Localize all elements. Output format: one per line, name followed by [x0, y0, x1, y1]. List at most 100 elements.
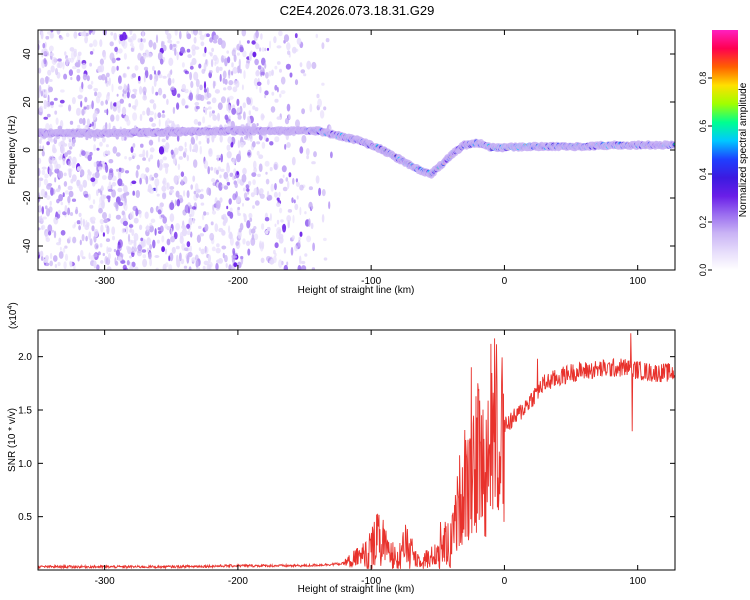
- spectrogram-noise-cell: [273, 163, 278, 170]
- spectrogram-noise-cell: [136, 164, 140, 170]
- snr-y-axis-label: SNR (10 * v/v): [7, 408, 18, 472]
- spectrogram-y-tick-label: 40: [22, 48, 33, 60]
- spectrogram-noise-cell: [56, 62, 61, 68]
- spectrogram-noise-cell: [139, 177, 142, 185]
- spectrogram-noise-cell: [59, 246, 62, 251]
- spectrogram-noise-cell: [266, 226, 271, 232]
- spectrogram-noise-cell: [53, 216, 59, 225]
- spectrogram-noise-cell: [202, 52, 207, 57]
- spectrogram-noise-cell: [115, 152, 121, 157]
- spectrogram-noise-cell: [199, 145, 202, 155]
- spectrogram-noise-cell: [226, 151, 232, 159]
- spectrogram-noise-cell: [157, 51, 163, 61]
- spectrogram-noise-cell: [49, 45, 54, 52]
- spectrogram-noise-cell: [120, 260, 126, 264]
- spectrogram-noise-cell: [63, 261, 67, 269]
- spectrogram-noise-cell: [92, 199, 96, 205]
- spectrogram-noise-cell: [245, 188, 250, 192]
- spectrogram-noise-cell: [319, 110, 325, 119]
- spectrogram-noise-cell: [222, 70, 227, 79]
- spectrogram-noise-cell: [46, 195, 51, 201]
- spectrogram-noise-cell: [73, 51, 78, 58]
- spectrogram-noise-cell: [58, 194, 63, 202]
- spectrogram-noise-cell: [255, 84, 258, 90]
- spectrogram-noise-cell: [97, 75, 103, 81]
- spectrogram-noise-cell: [112, 146, 118, 154]
- spectrogram-noise-cell: [253, 160, 257, 170]
- spectrogram-noise-cell: [145, 150, 149, 158]
- spectrogram-noise-cell: [68, 138, 72, 143]
- spectrogram-noise-cell: [89, 62, 92, 67]
- spectrogram-noise-cell: [88, 231, 92, 241]
- spectrogram-noise-cell: [147, 184, 152, 193]
- spectrogram-noise-cell: [306, 155, 309, 160]
- spectrogram-noise-cell: [63, 172, 67, 177]
- spectrogram-noise-cell: [217, 112, 220, 122]
- spectrogram-noise-cell: [142, 86, 147, 95]
- spectrogram-noise-cell: [286, 103, 291, 112]
- spectrogram-noise-cell: [100, 187, 104, 191]
- spectrogram-noise-cell: [148, 139, 154, 146]
- spectrogram-noise-cell: [76, 74, 81, 82]
- spectrogram-noise-cell: [43, 57, 47, 65]
- spectrogram-noise-cell: [93, 260, 97, 269]
- spectrogram-noise-cell: [305, 148, 310, 156]
- spectrogram-noise-cell: [69, 146, 73, 150]
- spectrogram-noise-cell: [180, 179, 184, 186]
- snr-y-ticks: 0.5 1.0 1.5 2.0: [18, 352, 675, 523]
- spectrogram-noise-cell: [300, 260, 306, 265]
- spectrogram-noise-cell: [146, 107, 151, 116]
- spectrogram-noise-cell: [162, 156, 167, 161]
- spectrogram-noise-cell: [270, 106, 276, 113]
- spectrogram-noise-cell: [142, 94, 147, 101]
- spectrogram-noise-cell: [193, 71, 199, 81]
- spectrogram-noise-cell: [95, 96, 101, 104]
- spectrogram-noise-cell: [119, 98, 125, 104]
- spectrogram-noise-cell: [283, 34, 290, 42]
- spectrogram-noise-cell: [239, 105, 243, 115]
- spectrogram-noise-cell: [149, 244, 153, 250]
- spectrogram-noise-cell: [120, 193, 126, 202]
- spectrogram-noise-cell: [181, 225, 186, 230]
- spectrogram-noise-cell: [126, 66, 130, 70]
- spectrogram-noise-cell: [223, 55, 226, 59]
- spectrogram-noise-cell: [227, 56, 231, 64]
- spectrogram-noise-cell: [78, 118, 84, 124]
- spectrogram-noise-cell: [299, 206, 302, 216]
- spectrogram-noise-cell: [193, 30, 198, 36]
- spectrogram-noise-cell: [172, 44, 177, 47]
- spectrogram-noise-cell: [282, 186, 288, 192]
- spectrogram-noise-cell: [155, 185, 158, 193]
- spectrogram-noise-cell: [279, 207, 283, 214]
- spectrogram-noise-cell: [192, 138, 196, 145]
- spectrogram-noise-cell: [280, 90, 286, 95]
- spectrogram-noise-cell: [186, 190, 190, 199]
- colorbar-gradient: [712, 30, 738, 270]
- snr-multiplier-base: (x10: [8, 309, 19, 329]
- spectrogram-noise-cell: [191, 206, 197, 210]
- spectrogram-noise-cell: [253, 187, 258, 195]
- spectrogram-noise-cell: [254, 58, 259, 66]
- spectrogram-noise-cell: [232, 255, 238, 259]
- spectrogram-noise-cell: [149, 111, 155, 116]
- spectrogram-noise-cell: [259, 86, 262, 94]
- spectrogram-noise-cell: [168, 255, 171, 262]
- spectrogram-noise-cell: [157, 209, 162, 215]
- spectrogram-noise-cell: [183, 190, 186, 197]
- spectrogram-noise-cell: [99, 243, 103, 248]
- spectrogram-noise-cell: [261, 141, 266, 149]
- spectrogram-noise-cell: [154, 178, 160, 187]
- spectrogram-noise-cell: [144, 69, 149, 79]
- spectrogram-noise-cell: [141, 249, 147, 253]
- spectrogram-noise-cell: [158, 146, 165, 155]
- spectrogram-noise-cell: [278, 259, 283, 269]
- spectrogram-noise-cell: [296, 195, 299, 200]
- spectrogram-noise-cell: [173, 175, 178, 185]
- spectrogram-noise-cell: [123, 53, 127, 60]
- spectrogram-noise-cell: [217, 37, 223, 46]
- spectrogram-noise-cell: [168, 264, 173, 270]
- spectrogram-noise-cell: [40, 90, 44, 97]
- spectrogram-noise-cell: [142, 258, 148, 268]
- spectrogram-noise-cell: [79, 239, 82, 246]
- spectrogram-noise-cell: [177, 163, 181, 170]
